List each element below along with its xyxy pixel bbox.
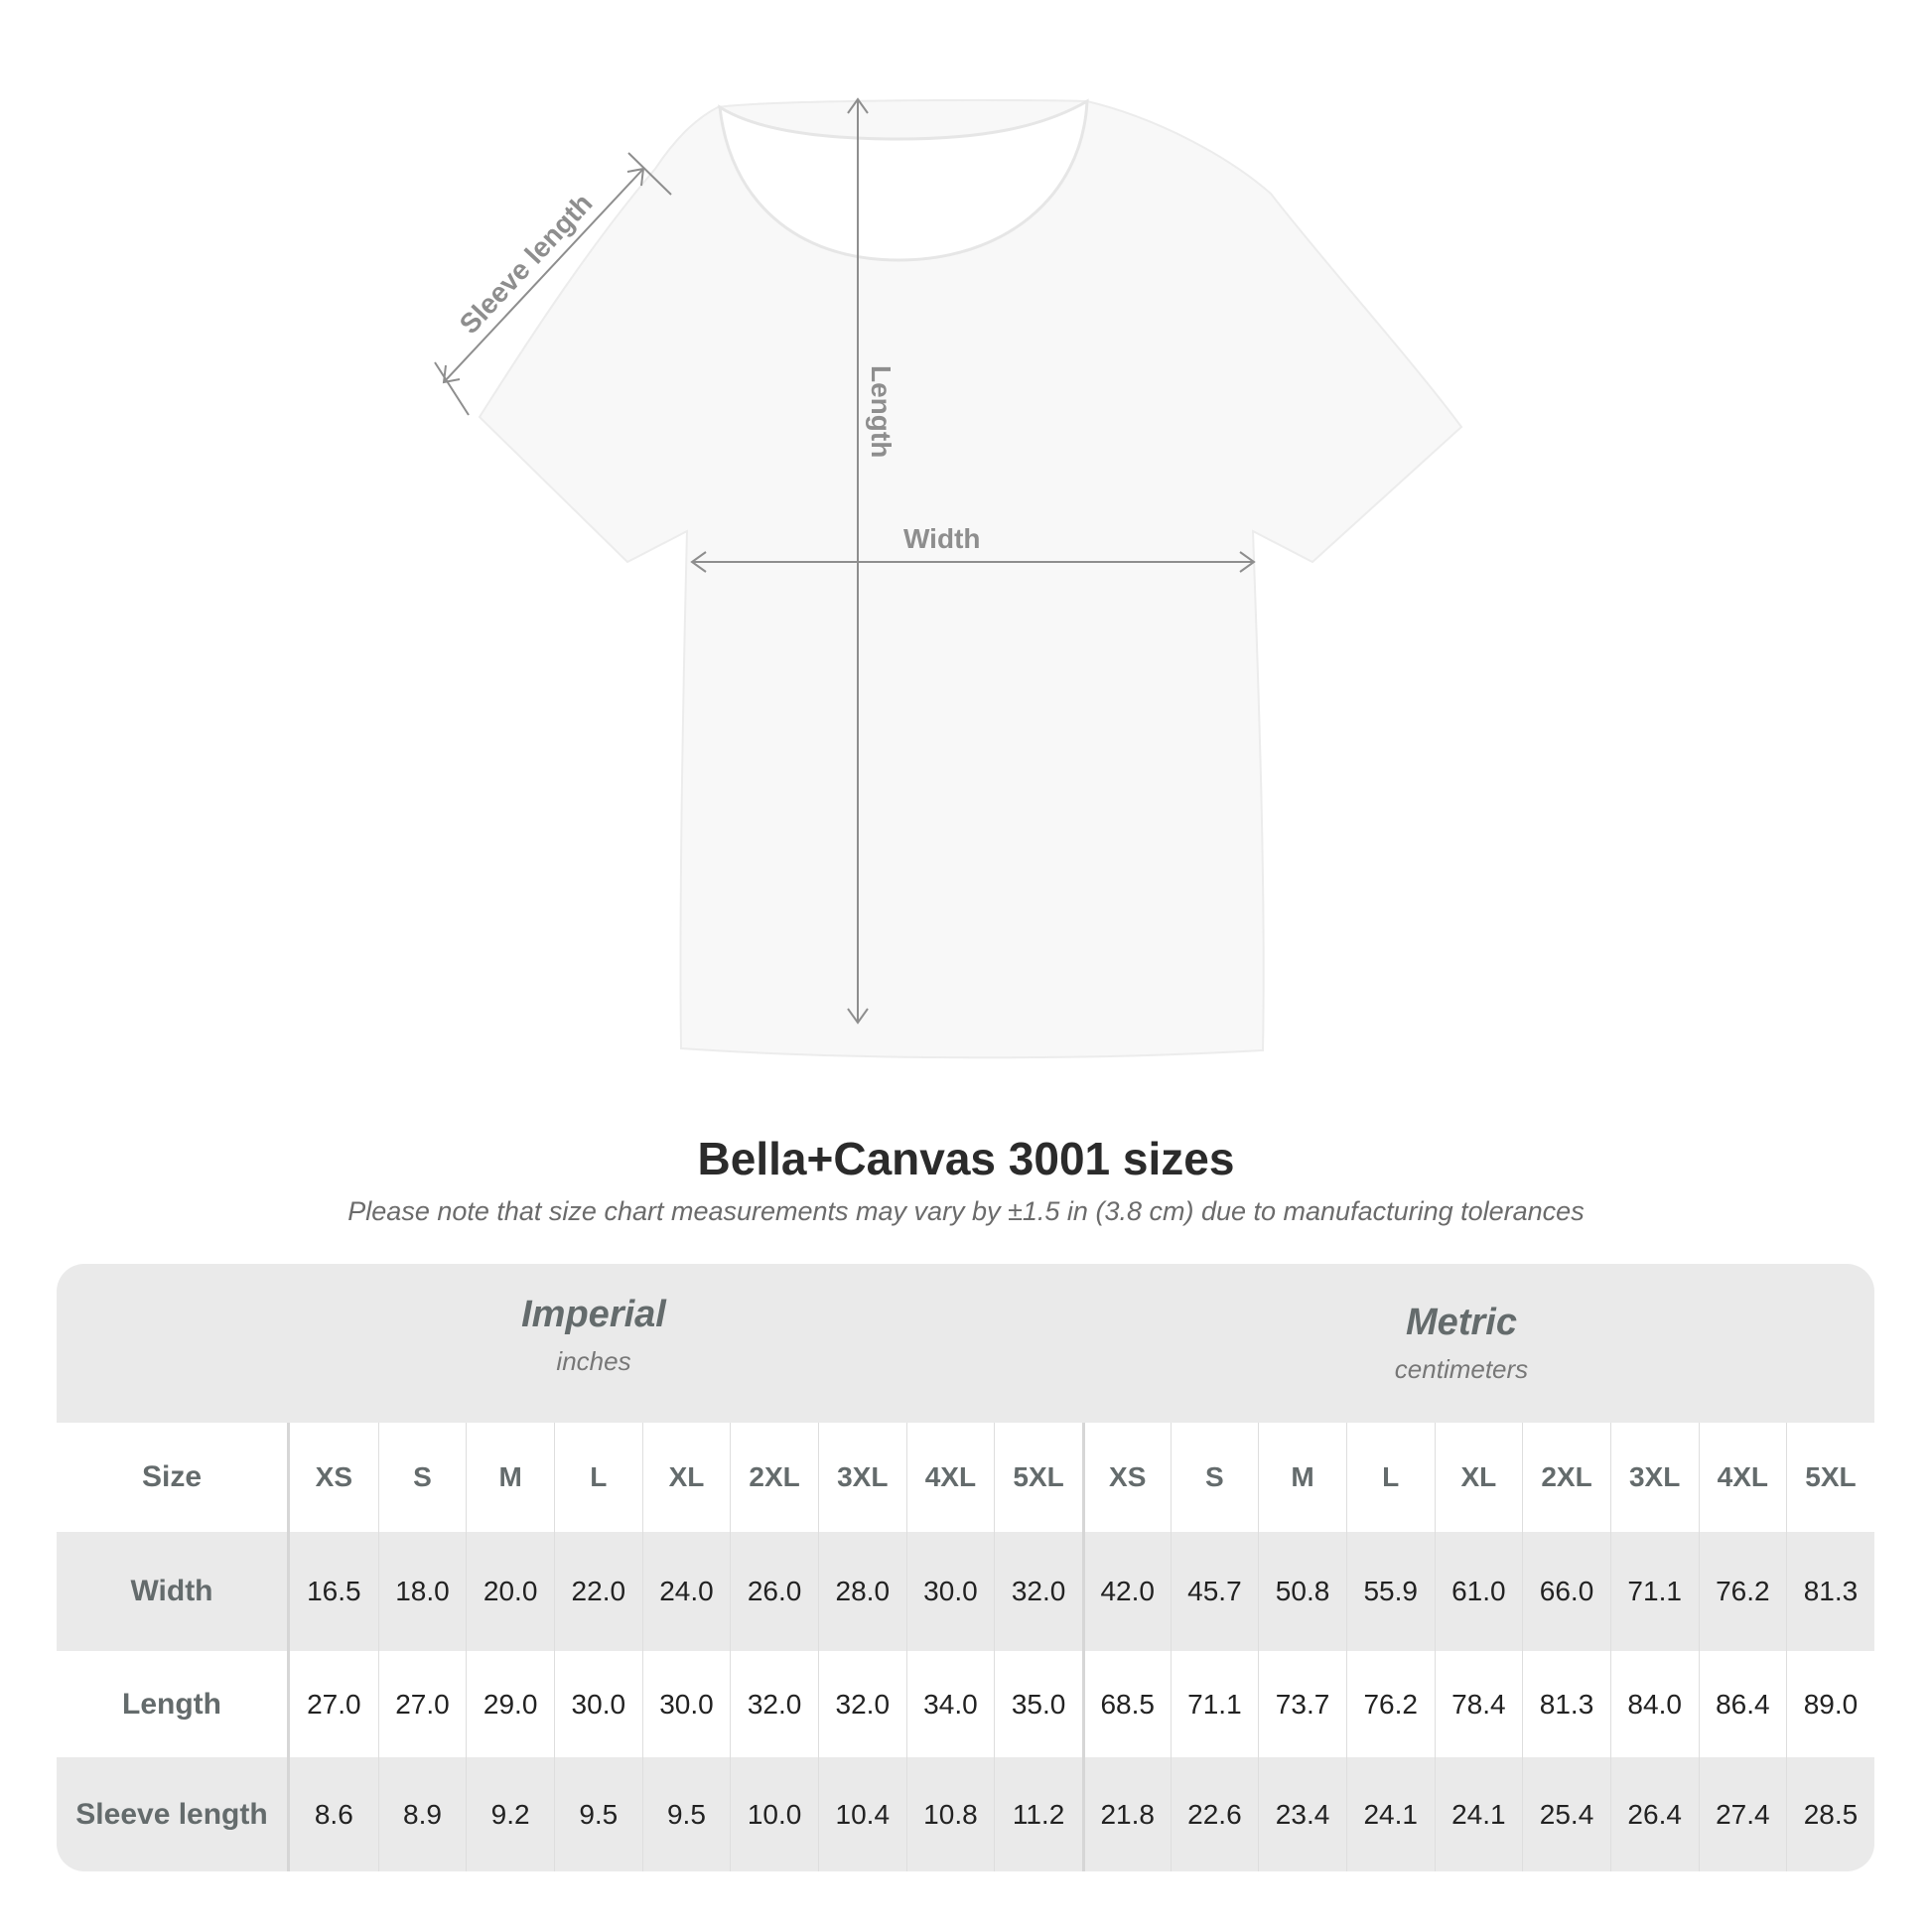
table-row: Sleeve length 8.6 8.9 9.2 9.5 9.5 10.0 10.4 10.8… xyxy=(57,1757,1874,1871)
table-cell: 18.0 xyxy=(377,1532,467,1651)
size-imperial-header: 2XL xyxy=(730,1423,818,1532)
table-cell: 27.0 xyxy=(307,1688,361,1720)
table-cell: 32.0 xyxy=(994,1532,1082,1651)
table-cell: 71.1 xyxy=(1170,1651,1259,1757)
size-header-row: Size XS S M L XL 2XL 3XL 4XL 5XL XS S M L XL 2XL 3XL 4XL 5… xyxy=(57,1423,1874,1532)
table-cell: 29.0 xyxy=(466,1651,554,1757)
table-cell: 21.8 xyxy=(1081,1757,1171,1871)
metric-header: Metric centimeters xyxy=(1394,1302,1529,1384)
table-cell: 22.6 xyxy=(1170,1757,1259,1871)
table-cell: 89.0 xyxy=(1786,1651,1874,1757)
tshirt-shape xyxy=(478,98,1463,1059)
size-chart-table: Imperial inches Metric centimeters Size X… xyxy=(57,1264,1874,1871)
size-imperial-header: 5XL xyxy=(994,1423,1082,1532)
size-metric-header: M xyxy=(1258,1423,1346,1532)
table-cell: 78.4 xyxy=(1434,1651,1523,1757)
table-cell: 26.4 xyxy=(1609,1757,1699,1871)
table-cell: 32.0 xyxy=(730,1651,818,1757)
length-label: Length xyxy=(866,365,897,458)
size-imperial-header: 4XL xyxy=(905,1423,995,1532)
table-cell: 27.0 xyxy=(377,1651,467,1757)
table-cell: 76.2 xyxy=(1698,1532,1787,1651)
table-cell: 9.5 xyxy=(553,1757,642,1871)
table-cell: 10.0 xyxy=(730,1757,818,1871)
tolerance-note: Please note that size chart measurements… xyxy=(347,1196,1585,1226)
size-imperial-header: 3XL xyxy=(817,1423,906,1532)
row-label: Width xyxy=(57,1532,290,1651)
table-cell: 30.0 xyxy=(553,1651,642,1757)
size-metric-header: XL xyxy=(1434,1423,1523,1532)
row-label: Length xyxy=(57,1651,290,1757)
table-cell: 30.0 xyxy=(905,1532,995,1651)
table-row: Width 16.5 18.0 20.0 22.0 24.0 26.0 28.0 30.0 32.… xyxy=(57,1532,1874,1651)
table-cell: 55.9 xyxy=(1345,1532,1435,1651)
table-cell: 8.9 xyxy=(377,1757,467,1871)
collar xyxy=(718,98,1089,262)
table-row: Length 27.0 27.0 29.0 30.0 30.0 32.0 32.0 34.0 35… xyxy=(57,1651,1874,1757)
size-imperial-header: XS xyxy=(315,1461,352,1492)
table-cell: 24.0 xyxy=(641,1532,731,1651)
size-metric-header: 3XL xyxy=(1609,1423,1699,1532)
table-cell: 10.4 xyxy=(817,1757,906,1871)
table-cell: 35.0 xyxy=(994,1651,1082,1757)
size-imperial-header: L xyxy=(553,1423,642,1532)
table-cell: 50.8 xyxy=(1258,1532,1346,1651)
table-cell: 22.0 xyxy=(553,1532,642,1651)
size-metric-header: 5XL xyxy=(1786,1423,1874,1532)
table-cell: 45.7 xyxy=(1170,1532,1259,1651)
table-cell: 61.0 xyxy=(1434,1532,1523,1651)
size-metric-header: 2XL xyxy=(1522,1423,1610,1532)
size-metric-header: L xyxy=(1345,1423,1435,1532)
table-cell: 28.0 xyxy=(817,1532,906,1651)
table-cell: 27.4 xyxy=(1698,1757,1787,1871)
table-cell: 81.3 xyxy=(1522,1651,1610,1757)
table-cell: 24.1 xyxy=(1345,1757,1435,1871)
table-cell: 84.0 xyxy=(1609,1651,1699,1757)
table-cell: 73.7 xyxy=(1258,1651,1346,1757)
table-cell: 9.5 xyxy=(641,1757,731,1871)
page-title: Bella+Canvas 3001 sizes xyxy=(697,1133,1235,1184)
table-cell: 23.4 xyxy=(1258,1757,1346,1871)
sleeve-arrow xyxy=(443,168,644,383)
unit-header-band: Imperial inches Metric centimeters xyxy=(57,1264,1874,1423)
row-label: Sleeve length xyxy=(57,1757,290,1871)
table-cell: 11.2 xyxy=(994,1757,1082,1871)
table-cell: 30.0 xyxy=(641,1651,731,1757)
table-cell: 76.2 xyxy=(1345,1651,1435,1757)
size-metric-header: S xyxy=(1170,1423,1259,1532)
table-cell: 66.0 xyxy=(1522,1532,1610,1651)
size-imperial-header: M xyxy=(466,1423,554,1532)
table-cell: 68.5 xyxy=(1081,1651,1171,1757)
size-metric-header: XS xyxy=(1081,1423,1171,1532)
size-label: Size xyxy=(57,1423,290,1532)
table-cell: 26.0 xyxy=(730,1532,818,1651)
table-cell: 28.5 xyxy=(1786,1757,1874,1871)
imperial-header: Imperial inches xyxy=(521,1294,666,1376)
table-cell: 25.4 xyxy=(1522,1757,1610,1871)
table-cell: 71.1 xyxy=(1609,1532,1699,1651)
width-label: Width xyxy=(903,523,981,554)
tshirt-diagram: Sleeve length Length Width xyxy=(434,97,1463,1059)
table-cell: 24.1 xyxy=(1434,1757,1523,1871)
table-cell: 86.4 xyxy=(1698,1651,1787,1757)
table-cell: 32.0 xyxy=(817,1651,906,1757)
size-imperial-header: S xyxy=(377,1423,467,1532)
table-cell: 42.0 xyxy=(1081,1532,1171,1651)
table-cell: 16.5 xyxy=(307,1576,361,1606)
table-cell: 20.0 xyxy=(466,1532,554,1651)
size-metric-header: 4XL xyxy=(1698,1423,1787,1532)
table-cell: 34.0 xyxy=(905,1651,995,1757)
table-cell: 10.8 xyxy=(905,1757,995,1871)
table-cell: 8.6 xyxy=(314,1798,353,1830)
table-cell: 81.3 xyxy=(1786,1532,1874,1651)
table-cell: 9.2 xyxy=(466,1757,554,1871)
size-imperial-header: XL xyxy=(641,1423,731,1532)
